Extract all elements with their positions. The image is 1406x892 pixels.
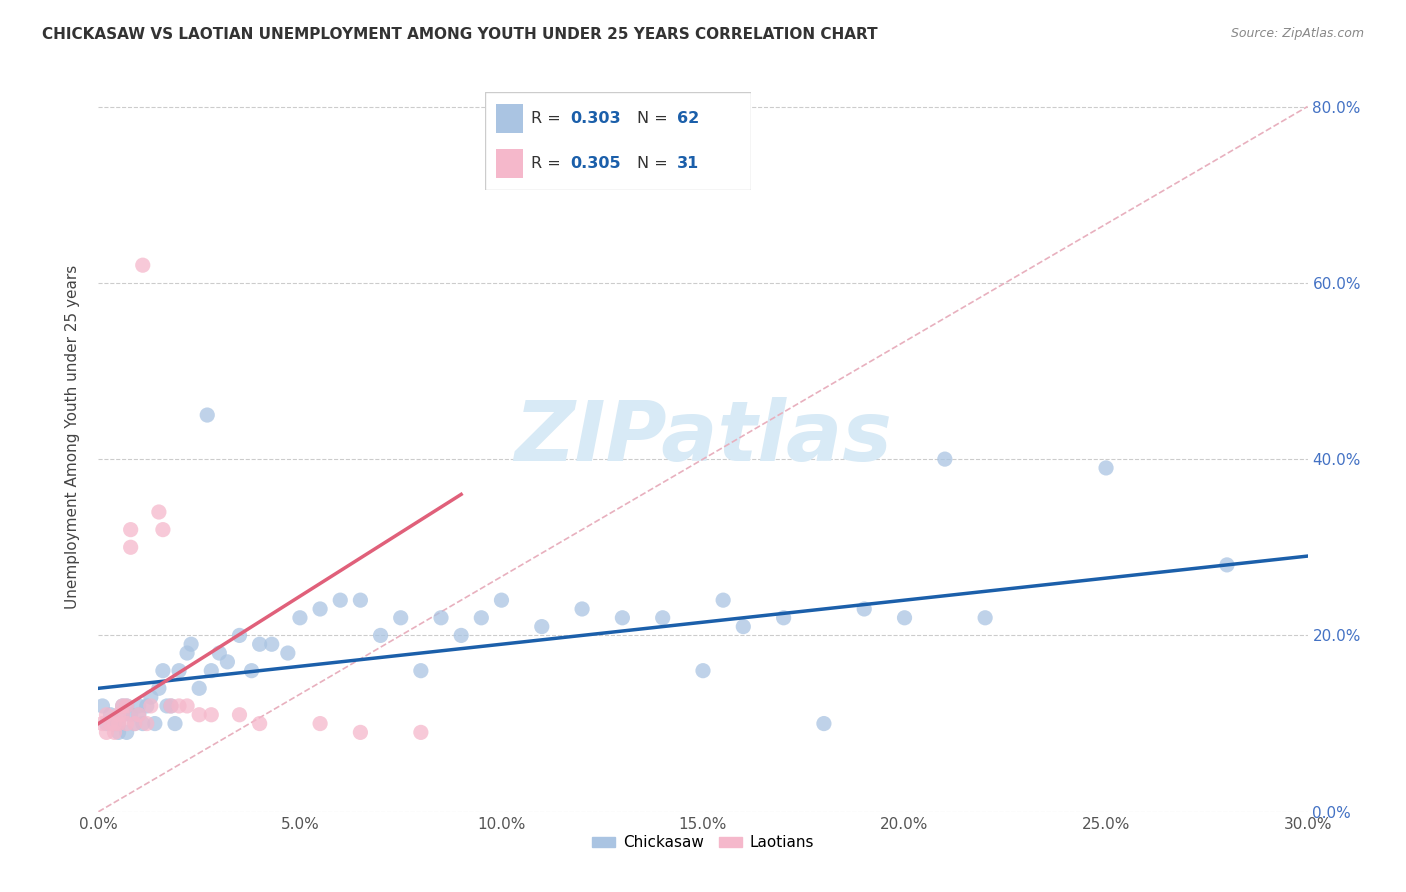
Point: [491, 593, 513, 607]
Point: [111, 698, 134, 713]
Point: [409, 664, 432, 678]
Point: [167, 698, 190, 713]
Point: [249, 716, 271, 731]
Point: [96, 725, 118, 739]
Y-axis label: Unemployment Among Youth under 25 years: Unemployment Among Youth under 25 years: [65, 265, 80, 609]
Point: [772, 611, 794, 625]
Point: [115, 698, 138, 713]
Point: [156, 698, 179, 713]
Point: [733, 619, 755, 633]
Point: [195, 408, 218, 422]
Point: [571, 602, 593, 616]
Point: [91, 698, 114, 713]
Point: [115, 698, 138, 713]
Point: [228, 707, 250, 722]
Point: [120, 707, 142, 722]
Point: [470, 611, 492, 625]
Text: ZIPatlas: ZIPatlas: [515, 397, 891, 477]
Point: [450, 628, 472, 642]
Point: [389, 611, 412, 625]
Point: [107, 707, 129, 722]
Point: [208, 646, 231, 660]
Point: [128, 707, 150, 722]
Point: [430, 611, 453, 625]
Point: [107, 716, 129, 731]
Point: [160, 698, 183, 713]
Point: [143, 716, 166, 731]
Legend: Chickasaw, Laotians: Chickasaw, Laotians: [586, 830, 820, 856]
Point: [100, 707, 122, 722]
Point: [240, 664, 263, 678]
Point: [974, 611, 997, 625]
Point: [249, 637, 271, 651]
Point: [228, 628, 250, 642]
Point: [651, 611, 673, 625]
Point: [128, 707, 150, 722]
Point: [111, 698, 134, 713]
Point: [349, 593, 371, 607]
Point: [152, 523, 174, 537]
Point: [91, 716, 114, 731]
Point: [277, 646, 299, 660]
Point: [115, 725, 138, 739]
Point: [152, 664, 174, 678]
Point: [180, 637, 202, 651]
Point: [176, 698, 198, 713]
Point: [115, 716, 138, 731]
Text: Source: ZipAtlas.com: Source: ZipAtlas.com: [1230, 27, 1364, 40]
Point: [309, 716, 332, 731]
Point: [349, 725, 371, 739]
Point: [120, 523, 142, 537]
Point: [132, 258, 155, 272]
Point: [530, 619, 553, 633]
Point: [139, 690, 162, 705]
Point: [200, 707, 222, 722]
Point: [288, 611, 311, 625]
Point: [813, 716, 835, 731]
Point: [329, 593, 352, 607]
Point: [188, 681, 211, 696]
Point: [853, 602, 876, 616]
Point: [370, 628, 392, 642]
Point: [148, 681, 170, 696]
Point: [120, 541, 142, 555]
Point: [692, 664, 714, 678]
Point: [711, 593, 734, 607]
Point: [409, 725, 432, 739]
Point: [1216, 558, 1239, 572]
Point: [103, 716, 125, 731]
Point: [96, 707, 118, 722]
Point: [612, 611, 634, 625]
Point: [167, 664, 190, 678]
Point: [260, 637, 283, 651]
Point: [200, 664, 222, 678]
Point: [128, 698, 150, 713]
Point: [103, 725, 125, 739]
Point: [124, 716, 146, 731]
Point: [934, 452, 956, 467]
Point: [309, 602, 332, 616]
Point: [96, 716, 118, 731]
Point: [124, 716, 146, 731]
Point: [111, 707, 134, 722]
Point: [107, 716, 129, 731]
Point: [103, 716, 125, 731]
Point: [893, 611, 915, 625]
Point: [176, 646, 198, 660]
Point: [100, 716, 122, 731]
Point: [135, 716, 157, 731]
Point: [217, 655, 239, 669]
Point: [160, 698, 183, 713]
Point: [135, 698, 157, 713]
Point: [148, 505, 170, 519]
Point: [139, 698, 162, 713]
Point: [188, 707, 211, 722]
Point: [163, 716, 186, 731]
Point: [107, 725, 129, 739]
Point: [132, 716, 155, 731]
Point: [111, 707, 134, 722]
Point: [1095, 461, 1118, 475]
Text: CHICKASAW VS LAOTIAN UNEMPLOYMENT AMONG YOUTH UNDER 25 YEARS CORRELATION CHART: CHICKASAW VS LAOTIAN UNEMPLOYMENT AMONG …: [42, 27, 877, 42]
